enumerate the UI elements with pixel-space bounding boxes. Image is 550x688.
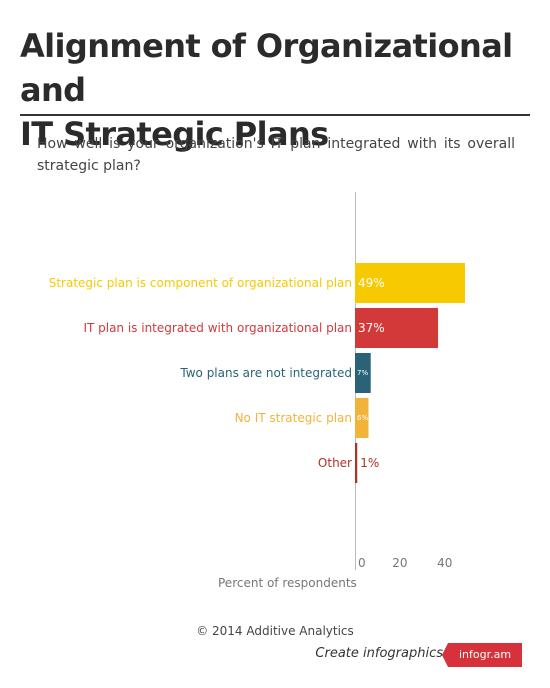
category-label-3: No IT strategic plan [235, 411, 352, 425]
category-label-4: Other [318, 456, 352, 470]
bar-2 [355, 353, 371, 393]
bars-group: Strategic plan is component of organizat… [49, 263, 465, 483]
copyright-credit: © 2014 Additive Analytics [196, 624, 354, 638]
value-label-1: 37% [358, 321, 385, 335]
category-label-0: Strategic plan is component of organizat… [49, 276, 352, 290]
category-label-1: IT plan is integrated with organizationa… [83, 321, 352, 335]
x-tick-label-2: 40 [437, 556, 452, 570]
title-divider [20, 114, 530, 116]
x-axis-ticks: 0 20 40 [358, 556, 452, 570]
create-infographics-link[interactable]: Create infographics [315, 646, 443, 661]
value-label-4: 1% [360, 456, 379, 470]
bar-0 [355, 263, 465, 303]
x-tick-label-1: 20 [392, 556, 407, 570]
value-label-3: 6% [357, 414, 368, 422]
bar-3 [355, 398, 369, 438]
bar-chart: Strategic plan is component of organizat… [49, 192, 465, 590]
chart-subtitle: How well is your organization's IT plan … [37, 136, 515, 174]
value-label-0: 49% [358, 276, 385, 290]
value-label-2: 7% [357, 369, 368, 377]
category-label-2: Two plans are not integrated [179, 366, 352, 380]
bar-4 [355, 443, 358, 483]
chart-title: Alignment of Organizational and IT Strat… [20, 27, 513, 153]
x-axis-label: Percent of respondents [218, 576, 357, 590]
x-tick-label-0: 0 [358, 556, 366, 570]
infogram-badge[interactable]: infogr.am [442, 643, 522, 667]
bar-1 [355, 308, 439, 348]
